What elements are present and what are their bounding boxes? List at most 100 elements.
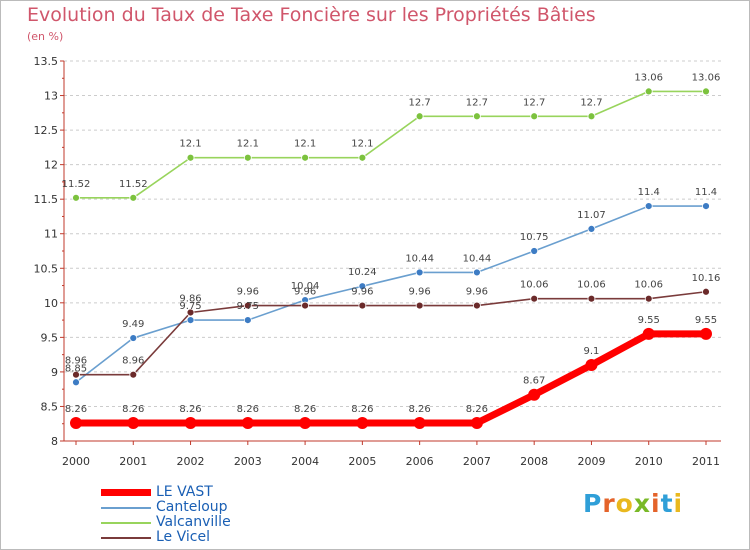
data-point (243, 153, 252, 162)
legend-swatch (101, 537, 151, 539)
data-label: 10.16 (692, 273, 721, 284)
logo-letter: i (673, 489, 684, 518)
data-point (587, 224, 596, 233)
data-label: 12.7 (580, 97, 602, 108)
data-label: 12.7 (523, 97, 545, 108)
data-label: 9.75 (237, 301, 259, 312)
data-point (415, 112, 424, 121)
x-tick-label: 2004 (291, 455, 319, 468)
y-tick-label: 10 (44, 297, 58, 310)
data-label: 9.96 (409, 287, 431, 298)
data-label: 9.49 (122, 319, 144, 330)
data-point (243, 316, 252, 324)
legend-swatch (101, 489, 151, 496)
data-label: 12.1 (294, 139, 316, 150)
data-label: 10.06 (577, 280, 606, 291)
y-tick-label: 11 (44, 228, 58, 241)
data-point (299, 417, 312, 430)
data-point (585, 359, 598, 371)
data-label: 8.26 (65, 404, 87, 415)
data-point (358, 282, 367, 291)
data-label: 10.24 (348, 267, 377, 278)
data-label: 11.4 (695, 187, 717, 198)
x-tick-label: 2010 (635, 455, 663, 468)
data-point (644, 294, 653, 303)
data-label: 8.96 (65, 356, 87, 367)
series-line-valcanville (75, 90, 707, 199)
data-point (644, 87, 653, 96)
data-label: 8.26 (351, 404, 373, 415)
data-label: 9.96 (294, 287, 316, 298)
data-label: 10.44 (405, 253, 434, 264)
legend-swatch (101, 522, 151, 524)
logo-letter: P (583, 489, 603, 518)
y-tick-label: 13 (44, 90, 58, 103)
data-point (530, 247, 539, 255)
y-tick-label: 9.5 (41, 331, 59, 344)
data-label: 10.04 (291, 281, 320, 292)
data-label: 12.1 (179, 139, 201, 150)
x-tick-label: 2006 (406, 455, 434, 468)
data-point (72, 378, 80, 387)
data-label: 10.44 (463, 253, 492, 264)
data-point (241, 417, 254, 430)
data-point (186, 308, 195, 317)
x-tick-label: 2003 (234, 455, 262, 468)
data-label: 12.1 (351, 139, 373, 150)
logo-letter: i (651, 489, 661, 518)
data-point (358, 301, 367, 310)
data-point (473, 268, 481, 277)
y-tick-label: 9 (51, 366, 58, 379)
data-point (70, 417, 82, 430)
data-point (186, 153, 195, 162)
logo-letter: o (615, 489, 634, 518)
data-label: 8.67 (523, 376, 545, 387)
data-point (413, 417, 426, 430)
legend-label: Le Vicel (156, 529, 210, 545)
data-point (301, 301, 309, 310)
data-point (470, 417, 483, 430)
data-point (702, 202, 710, 210)
data-point (702, 287, 710, 296)
data-point (702, 87, 710, 96)
data-point (642, 327, 655, 340)
data-label: 8.26 (179, 404, 201, 415)
y-tick-label: 11.5 (34, 193, 59, 206)
data-label: 9.86 (179, 293, 201, 304)
data-label: 11.4 (638, 187, 660, 198)
x-tick-label: 2011 (692, 455, 720, 468)
legend-label: LE VAST (156, 484, 213, 500)
y-tick-label: 12 (44, 159, 58, 172)
legend-label: Valcanville (156, 514, 231, 530)
data-point (415, 301, 424, 310)
data-point (528, 388, 541, 401)
data-point (129, 193, 138, 202)
data-label: 8.26 (237, 404, 259, 415)
data-point (184, 417, 197, 430)
data-point (644, 202, 653, 210)
data-label: 11.07 (577, 210, 606, 221)
data-label: 9.55 (695, 315, 717, 326)
data-point (356, 417, 369, 430)
data-label: 11.52 (62, 179, 91, 190)
data-point (700, 327, 712, 340)
data-point (415, 268, 424, 277)
data-point (358, 153, 367, 162)
data-point (129, 370, 138, 379)
data-label: 10.06 (634, 280, 663, 291)
data-label: 8.26 (294, 404, 316, 415)
data-point (473, 112, 481, 121)
data-point (530, 294, 539, 303)
x-tick-label: 2002 (177, 455, 205, 468)
chart-title: Evolution du Taux de Taxe Foncière sur l… (27, 4, 596, 26)
data-label: 9.96 (466, 287, 488, 298)
x-tick-label: 2001 (119, 455, 147, 468)
data-label: 9.96 (237, 287, 259, 298)
data-label: 8.85 (65, 363, 87, 374)
data-label: 13.06 (692, 72, 721, 83)
data-point (72, 193, 80, 202)
y-tick-label: 8 (51, 435, 58, 448)
data-label: 10.75 (520, 232, 549, 243)
logo-letter: x (633, 489, 651, 518)
